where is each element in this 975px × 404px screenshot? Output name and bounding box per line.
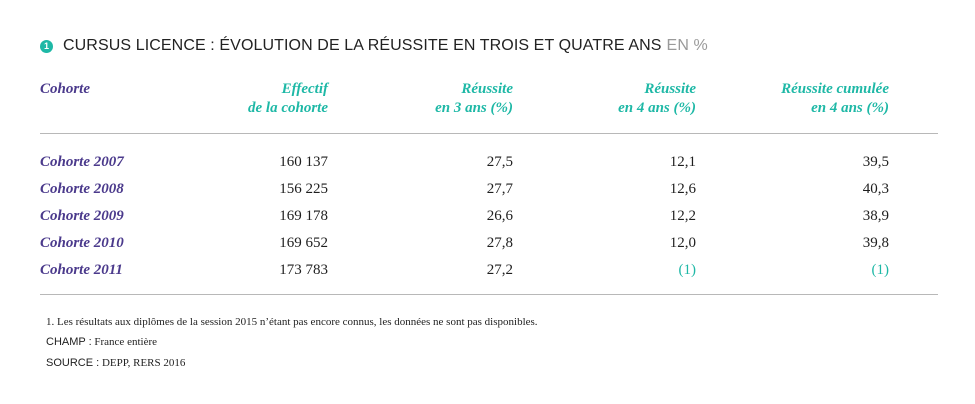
reussite-cumulee-value: 38,9 xyxy=(862,208,889,224)
footnote-1: 1. Les résultats aux diplômes de la sess… xyxy=(46,316,538,328)
reussite-3ans-value: 27,8 xyxy=(486,235,513,251)
reussite-4ans-value: 12,6 xyxy=(669,181,696,197)
header-effectif-line2: de la cohorte xyxy=(248,100,328,116)
reussite-3ans-value: 27,5 xyxy=(486,154,513,170)
reussite-cumulee-footnote-ref: (1) xyxy=(871,262,890,278)
effectif-value: 160 137 xyxy=(279,154,328,170)
reussite-4ans-value: 12,0 xyxy=(669,235,696,251)
title-unit: EN % xyxy=(666,37,708,54)
reussite-cumulee-value: 39,8 xyxy=(862,235,889,251)
champ-note: CHAMP : France entière xyxy=(46,336,157,348)
table-row: Cohorte 2009 169 178 26,6 12,2 38,9 xyxy=(0,206,975,233)
header-cohorte: Cohorte xyxy=(40,80,90,99)
table-bottom-divider xyxy=(40,294,938,295)
cohort-label: Cohorte 2008 xyxy=(40,181,124,197)
table-row: Cohorte 2007 160 137 27,5 12,1 39,5 xyxy=(0,152,975,179)
table-row: Cohorte 2011 173 783 27,2 (1) (1) xyxy=(0,260,975,287)
source-note: SOURCE : DEPP, RERS 2016 xyxy=(46,357,185,369)
effectif-value: 173 783 xyxy=(279,262,328,278)
header-reussite-4ans: Réussite en 4 ans (%) xyxy=(618,80,696,118)
cohort-label: Cohorte 2007 xyxy=(40,154,124,170)
reussite-4ans-footnote-ref: (1) xyxy=(678,262,697,278)
title-text: CURSUS LICENCE : ÉVOLUTION DE LA RÉUSSIT… xyxy=(63,37,708,55)
header-cohorte-line1: Cohorte xyxy=(40,81,91,97)
header-effectif: Effectif de la cohorte xyxy=(248,80,328,118)
effectif-value: 169 652 xyxy=(279,235,328,251)
header-divider xyxy=(40,133,938,134)
title-main: CURSUS LICENCE : ÉVOLUTION DE LA RÉUSSIT… xyxy=(63,37,662,54)
header-reussite-4ans-line2: en 4 ans (%) xyxy=(618,100,696,116)
cohort-label: Cohorte 2010 xyxy=(40,235,124,251)
reussite-cumulee-value: 39,5 xyxy=(862,154,889,170)
effectif-value: 156 225 xyxy=(279,181,328,197)
reussite-3ans-value: 26,6 xyxy=(486,208,513,224)
cohort-label: Cohorte 2011 xyxy=(40,262,123,278)
table-row: Cohorte 2008 156 225 27,7 12,6 40,3 xyxy=(0,179,975,206)
header-reussite-cumulee-line1: Réussite cumulée xyxy=(781,81,889,97)
header-reussite-4ans-line1: Réussite xyxy=(644,81,696,97)
header-reussite-3ans-line2: en 3 ans (%) xyxy=(435,100,513,116)
table-title: 1 CURSUS LICENCE : ÉVOLUTION DE LA RÉUSS… xyxy=(40,37,708,55)
champ-label: CHAMP : xyxy=(46,336,92,348)
header-reussite-cumulee-line2: en 4 ans (%) xyxy=(811,100,889,116)
champ-text: France entière xyxy=(94,336,157,348)
header-reussite-cumulee: Réussite cumulée en 4 ans (%) xyxy=(781,80,889,118)
reussite-cumulee-value: 40,3 xyxy=(862,181,889,197)
reussite-3ans-value: 27,7 xyxy=(486,181,513,197)
header-reussite-3ans: Réussite en 3 ans (%) xyxy=(435,80,513,118)
reussite-4ans-value: 12,2 xyxy=(669,208,696,224)
header-effectif-line1: Effectif xyxy=(281,81,328,97)
figure-number-badge: 1 xyxy=(40,39,53,53)
cohort-label: Cohorte 2009 xyxy=(40,208,124,224)
table-row: Cohorte 2010 169 652 27,8 12,0 39,8 xyxy=(0,233,975,260)
reussite-4ans-value: 12,1 xyxy=(669,154,696,170)
header-reussite-3ans-line1: Réussite xyxy=(461,81,513,97)
source-text: DEPP, RERS 2016 xyxy=(101,357,186,369)
source-label: SOURCE : xyxy=(46,357,100,369)
effectif-value: 169 178 xyxy=(279,208,328,224)
reussite-3ans-value: 27,2 xyxy=(486,262,513,278)
